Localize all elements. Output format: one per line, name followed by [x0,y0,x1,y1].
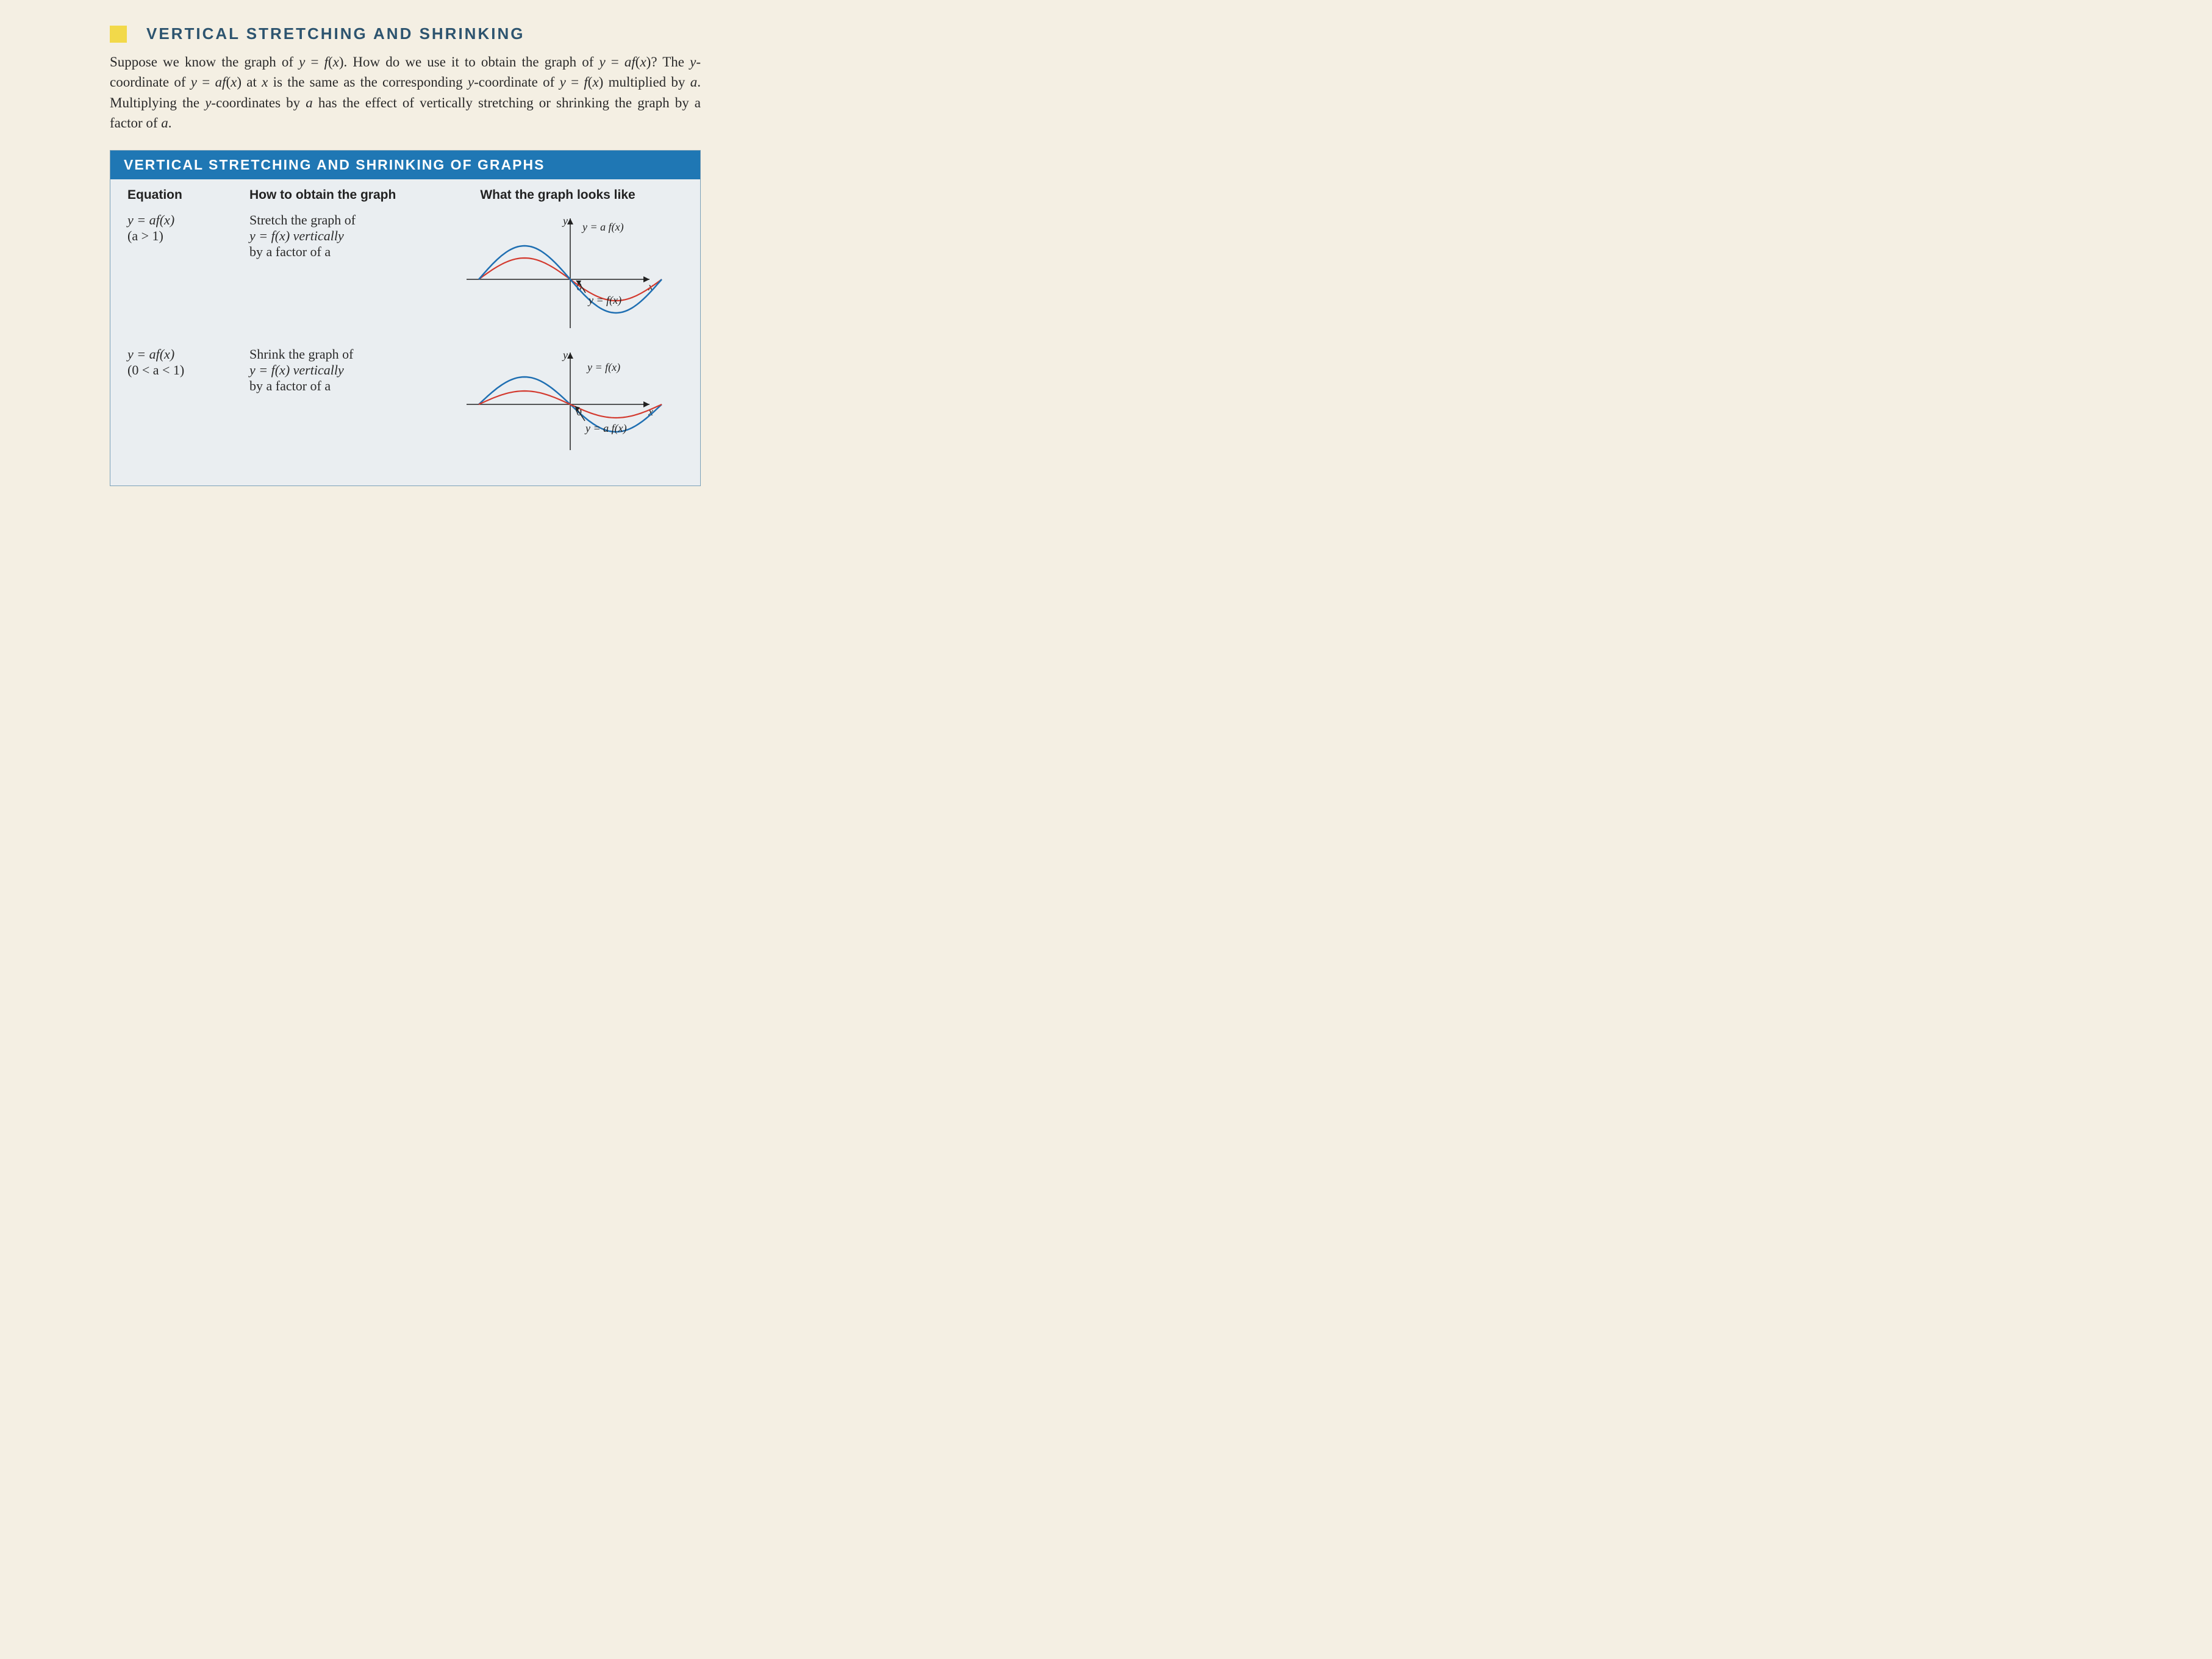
equation-condition: (a > 1) [127,228,249,244]
graph-stretch: 0 y x y = a f(x) y = f(x) [454,212,662,334]
how-cell: Stretch the graph of y = f(x) vertically… [249,212,432,260]
how-line2: y = f(x) vertically [249,228,344,243]
body-paragraph: Suppose we know the graph of y = f(x). H… [110,52,701,133]
col-header-look: What the graph looks like [432,188,683,202]
title-row: VERTICAL STRETCHING AND SHRINKING [110,24,701,43]
column-headers: Equation How to obtain the graph What th… [127,188,683,202]
how-line3: by a factor of a [249,244,331,259]
curve-label-bottom: y = a f(x) [584,422,627,435]
section-title: VERTICAL STRETCHING AND SHRINKING [146,24,524,43]
how-cell: Shrink the graph of y = f(x) vertically … [249,346,432,394]
definition-box: VERTICAL STRETCHING AND SHRINKING OF GRA… [110,150,701,486]
curve-label-top: y = f(x) [586,361,620,374]
box-body: Equation How to obtain the graph What th… [110,179,700,486]
y-axis-label: y [562,349,568,361]
graph-shrink: 0 y x y = f(x) y = a f(x) [454,346,662,456]
col-header-equation: Equation [127,188,249,202]
page: VERTICAL STRETCHING AND SHRINKING Suppos… [0,0,737,523]
equation-cell: y = af(x) (0 < a < 1) [127,346,249,378]
how-line3: by a factor of a [249,378,331,393]
curve-label-bottom: y = f(x) [587,294,621,307]
equation-text: y = af(x) [127,346,174,362]
y-axis-label: y [562,215,568,227]
table-row: y = af(x) (a > 1) Stretch the graph of y… [127,212,683,334]
equation-cell: y = af(x) (a > 1) [127,212,249,244]
box-header: VERTICAL STRETCHING AND SHRINKING OF GRA… [110,151,700,179]
how-line2: y = f(x) vertically [249,362,344,378]
plot-cell: 0 y x y = a f(x) y = f(x) [432,212,683,334]
plot-cell: 0 y x y = f(x) y = a f(x) [432,346,683,456]
table-row: y = af(x) (0 < a < 1) Shrink the graph o… [127,346,683,456]
equation-text: y = af(x) [127,212,174,228]
equation-condition: (0 < a < 1) [127,362,249,378]
bullet-icon [110,26,127,43]
how-line1: Stretch the graph of [249,212,356,228]
how-line1: Shrink the graph of [249,346,353,362]
curve-label-top: y = a f(x) [581,221,624,234]
col-header-how: How to obtain the graph [249,188,432,202]
